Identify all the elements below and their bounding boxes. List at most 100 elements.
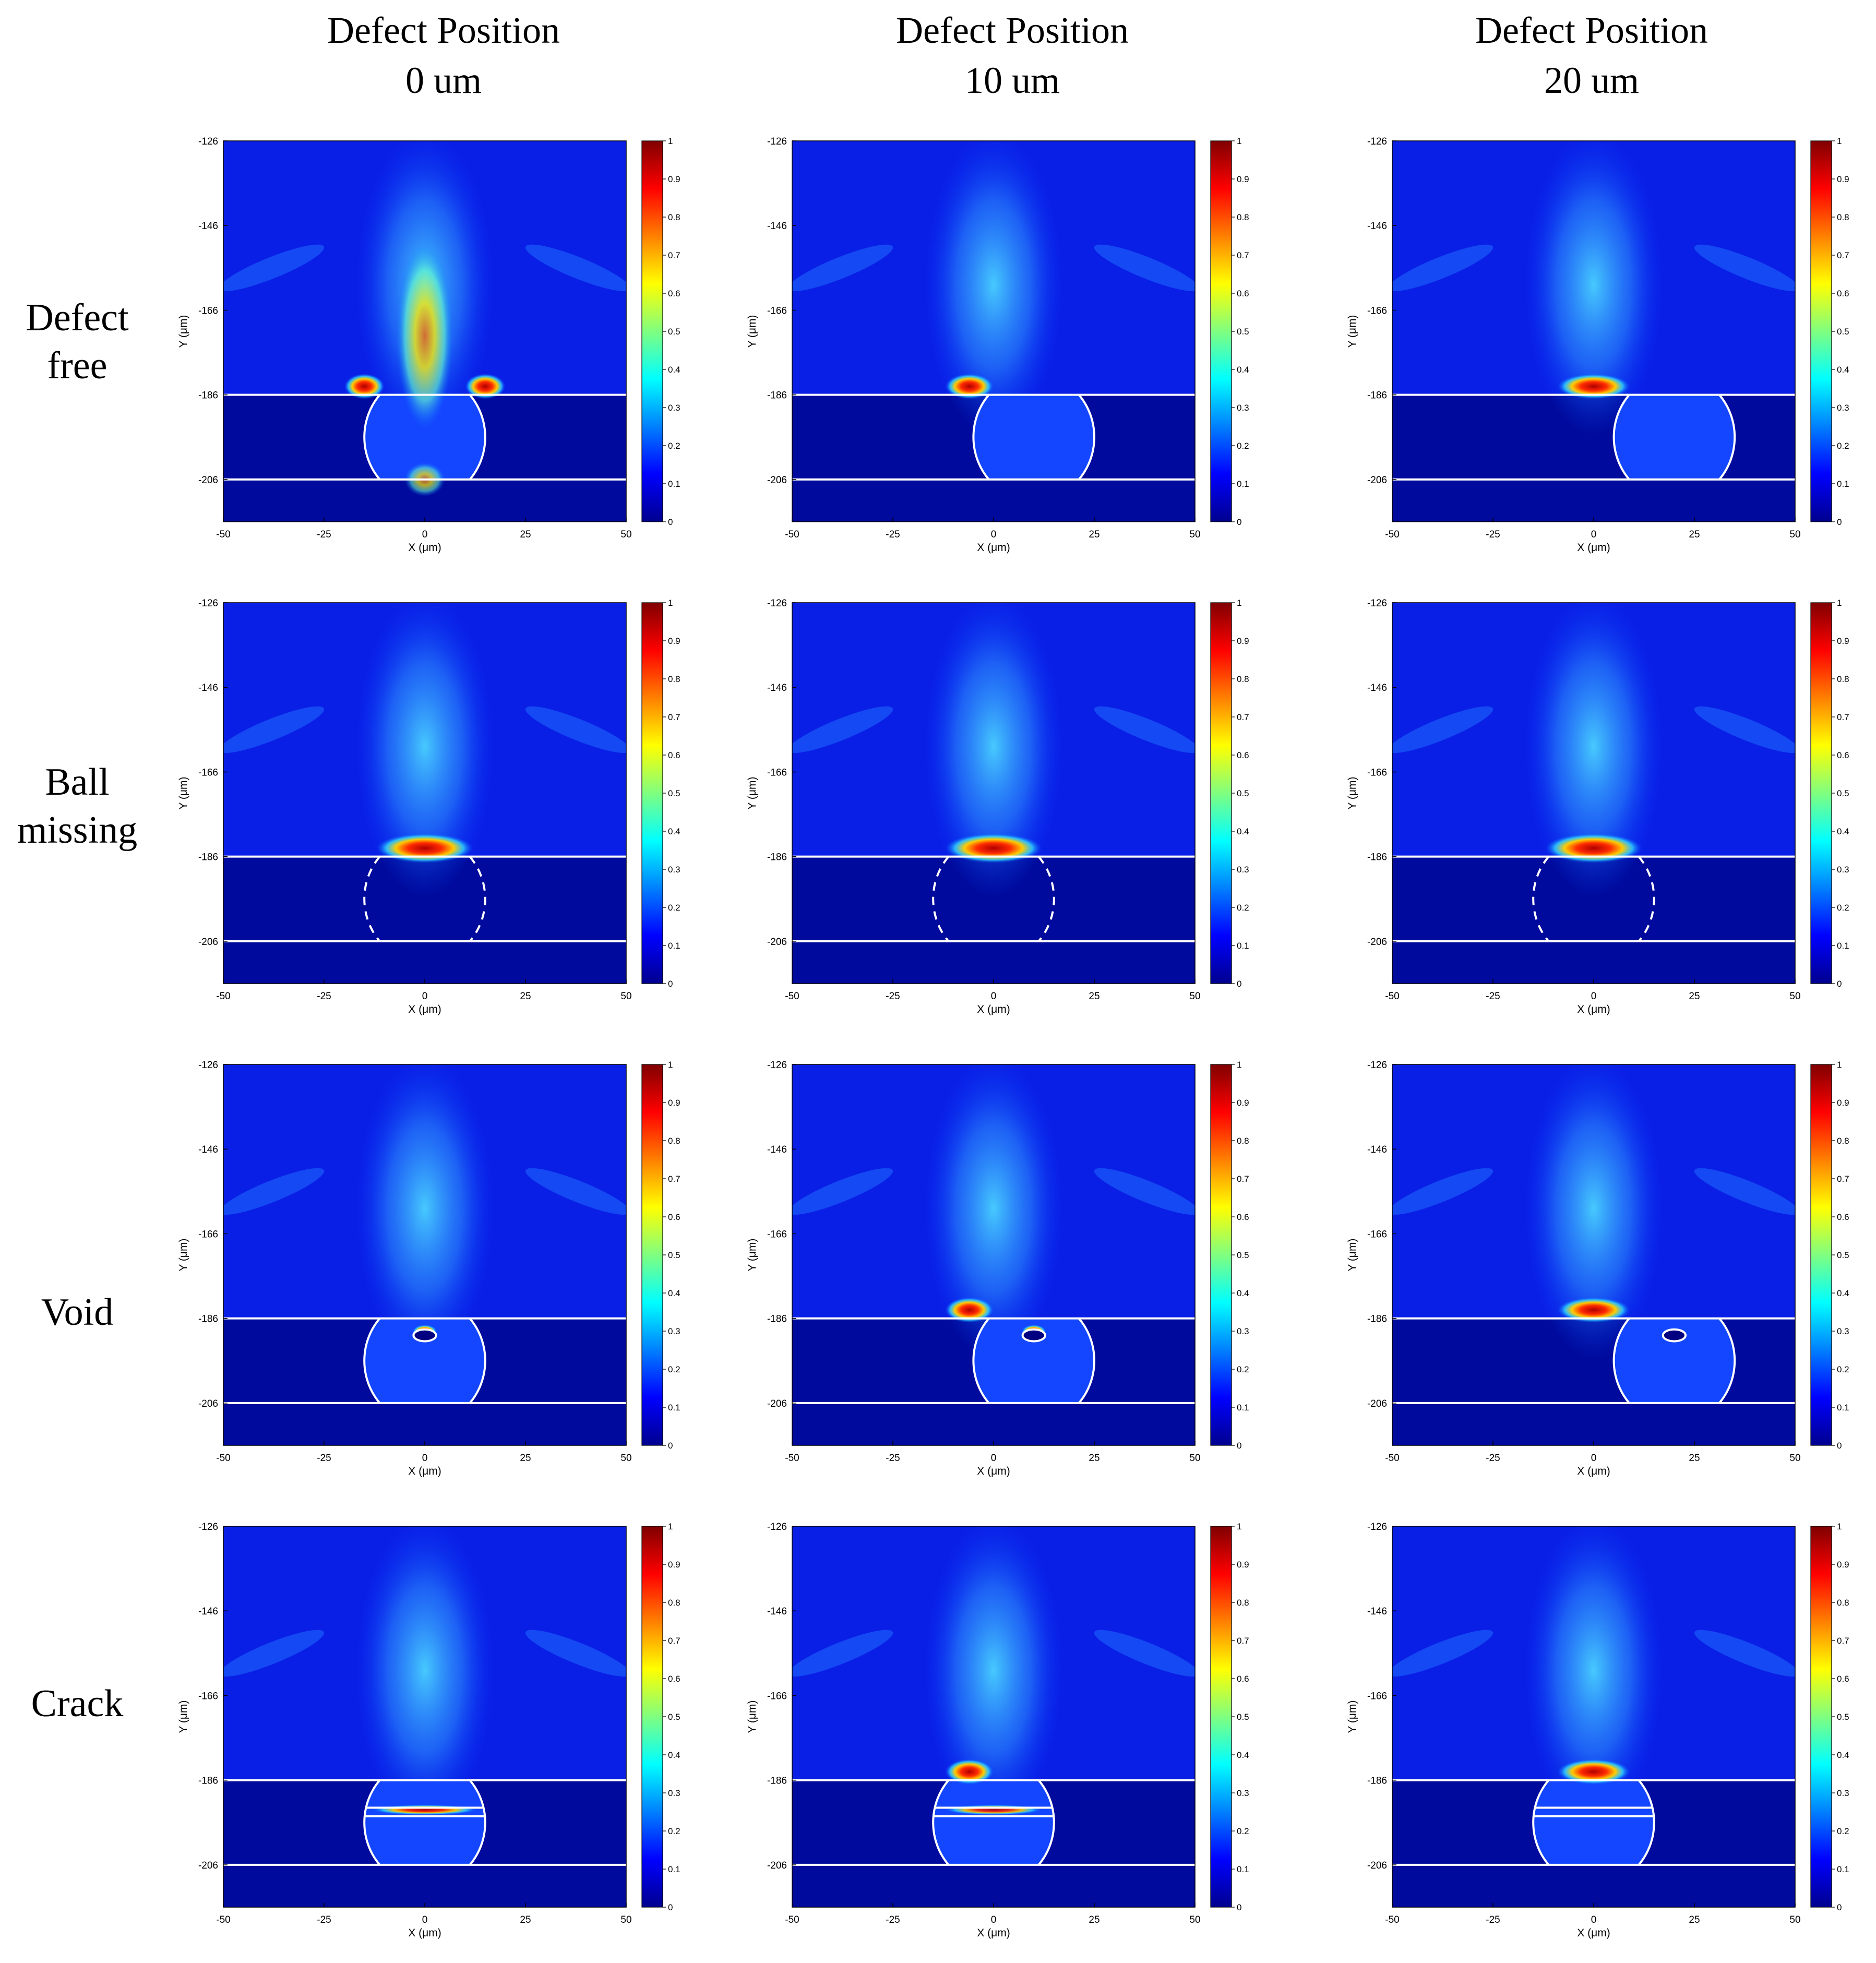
heatmap-panel: -50 -25 0 25 50 X (μm) -126 -146 -166 -186 -206 Y (… [746, 136, 1249, 554]
y-tick-label: -206 [198, 937, 218, 948]
colorbar-tick-label: 0.9 [1237, 1560, 1249, 1570]
y-axis-label: Y (μm) [1346, 315, 1358, 348]
colorbar-tick-label: 0.8 [668, 1136, 680, 1146]
y-axis-label: Y (μm) [177, 1700, 189, 1733]
panel-grid: -50 -25 0 25 50 X (μm) -126 -146 -166 -186 -206 Y (… [177, 136, 1849, 1939]
y-tick-label: -186 [198, 852, 218, 863]
colorbar-tick-label: 0.2 [1237, 1364, 1249, 1374]
colorbar-tick-label: 0.3 [1237, 1326, 1249, 1336]
colorbar-tick-label: 0.7 [1837, 1636, 1849, 1646]
colorbar [1210, 1064, 1232, 1446]
heatmap-panel: -50 -25 0 25 50 X (μm) -126 -146 -166 -186 -206 Y (… [177, 136, 680, 554]
ripple [223, 1168, 325, 1215]
colorbar [1810, 140, 1832, 522]
colorbar [1210, 1526, 1232, 1908]
y-tick-label: -206 [767, 1860, 787, 1871]
intensity-hotspot [945, 1759, 994, 1785]
colorbar-tick-label: 0.9 [668, 174, 680, 184]
x-tick-label: 50 [1789, 1453, 1800, 1464]
y-tick-label: -126 [198, 1522, 218, 1533]
x-tick-label: -50 [216, 1914, 230, 1925]
y-tick-label: -166 [198, 1691, 218, 1702]
colorbar-tick-label: 0 [1837, 979, 1842, 989]
x-tick-label: -25 [317, 991, 331, 1002]
ripple [223, 1630, 325, 1677]
intensity-hotspot [372, 1804, 477, 1815]
colorbar-tick-label: 0.2 [1837, 1826, 1849, 1836]
intensity-hotspot [945, 833, 1042, 863]
colorbar-tick-label: 0.8 [1837, 212, 1849, 222]
colorbar-tick-label: 0.9 [1837, 1098, 1849, 1108]
colorbar-tick-label: 0.7 [1237, 250, 1249, 260]
colorbar-tick-label: 0.8 [1237, 1598, 1249, 1608]
x-tick-label: -25 [1486, 529, 1500, 540]
heatmap-field [223, 603, 626, 984]
y-tick-label: -146 [198, 683, 218, 693]
x-tick-label: 50 [620, 991, 631, 1002]
y-axis-label: Y (μm) [746, 315, 758, 348]
ripple [792, 1630, 893, 1677]
colorbar-tick-label: 0.3 [1237, 1788, 1249, 1798]
y-tick-label: -206 [767, 475, 787, 486]
y-tick-label: -206 [1367, 475, 1387, 486]
colorbar-tick-label: 0.6 [668, 289, 680, 298]
colorbar-tick-label: 0.8 [1837, 674, 1849, 684]
colorbar-tick-label: 0.5 [1237, 788, 1249, 798]
y-tick-label: -126 [767, 1522, 787, 1533]
ball-outline-left [932, 856, 950, 942]
ball-outline-right [469, 1318, 486, 1404]
y-tick-label: -166 [767, 1229, 787, 1240]
x-tick-label: -25 [317, 1453, 331, 1464]
x-tick-label: 25 [520, 991, 531, 1002]
colorbar-tick-label: 1 [1837, 1522, 1842, 1531]
colorbar-tick-label: 0.1 [1837, 941, 1849, 951]
colorbar-tick-label: 1 [668, 1060, 673, 1070]
x-tick-label: 0 [1591, 1453, 1597, 1464]
x-tick-label: 25 [1689, 1453, 1700, 1464]
intensity-hotspot [945, 1804, 1042, 1815]
colorbar-tick-label: 0.9 [1237, 1098, 1249, 1108]
colorbar [1810, 602, 1832, 984]
ball-outline-left [932, 1779, 950, 1866]
colorbar-tick-label: 0 [1237, 517, 1241, 527]
colorbar-tick-label: 0.6 [1237, 1674, 1249, 1684]
colorbar-tick-label: 0.8 [668, 1598, 680, 1608]
colorbar-tick-label: 0 [668, 1902, 673, 1912]
heatmap-panel: -50 -25 0 25 50 X (μm) -126 -146 -166 -186 -206 Y (… [746, 1522, 1249, 1939]
heatmap-field [1392, 141, 1795, 522]
colorbar-tick-label: 0.5 [1837, 1250, 1849, 1260]
x-tick-label: 50 [1789, 529, 1800, 540]
ball-outline-right [1078, 394, 1095, 481]
y-tick-label: -146 [198, 1144, 218, 1155]
column-title-line2: 0 um [405, 59, 482, 101]
colorbar-tick-label: 0.1 [1237, 1864, 1249, 1874]
intensity-hotspot [344, 374, 385, 399]
ripple [792, 1168, 893, 1215]
column-titles: Defect Position 0 um Defect Position 10 um D… [327, 9, 1708, 101]
y-tick-label: -186 [198, 1776, 218, 1787]
x-tick-label: 0 [1591, 991, 1597, 1002]
colorbar-tick-label: 1 [1237, 1060, 1241, 1070]
y-tick-label: -146 [198, 221, 218, 232]
x-tick-label: -25 [1486, 1914, 1500, 1925]
row-title-line: Defect [26, 296, 129, 339]
colorbar-tick-label: 0.9 [1837, 636, 1849, 646]
y-tick-label: -126 [767, 598, 787, 609]
beam-glow [1525, 1064, 1663, 1361]
colorbar-tick-label: 0.9 [668, 1098, 680, 1108]
colorbar-tick-label: 0.2 [1837, 441, 1849, 451]
ripple [1694, 244, 1795, 291]
colorbar-tick-label: 0.2 [668, 1826, 680, 1836]
beam-glow [356, 603, 494, 899]
x-tick-label: -50 [785, 529, 799, 540]
y-tick-label: -166 [198, 305, 218, 316]
colorbar [1810, 1064, 1832, 1446]
colorbar-tick-label: 0.9 [668, 636, 680, 646]
y-axis-label: Y (μm) [1346, 776, 1358, 809]
void-marker [1662, 1328, 1687, 1343]
x-tick-label: 25 [1089, 1914, 1100, 1925]
colorbar-tick-label: 0.3 [668, 1788, 680, 1798]
x-axis-label: X (μm) [977, 1927, 1010, 1939]
y-tick-label: -126 [1367, 1060, 1387, 1071]
x-tick-label: 25 [1089, 991, 1100, 1002]
